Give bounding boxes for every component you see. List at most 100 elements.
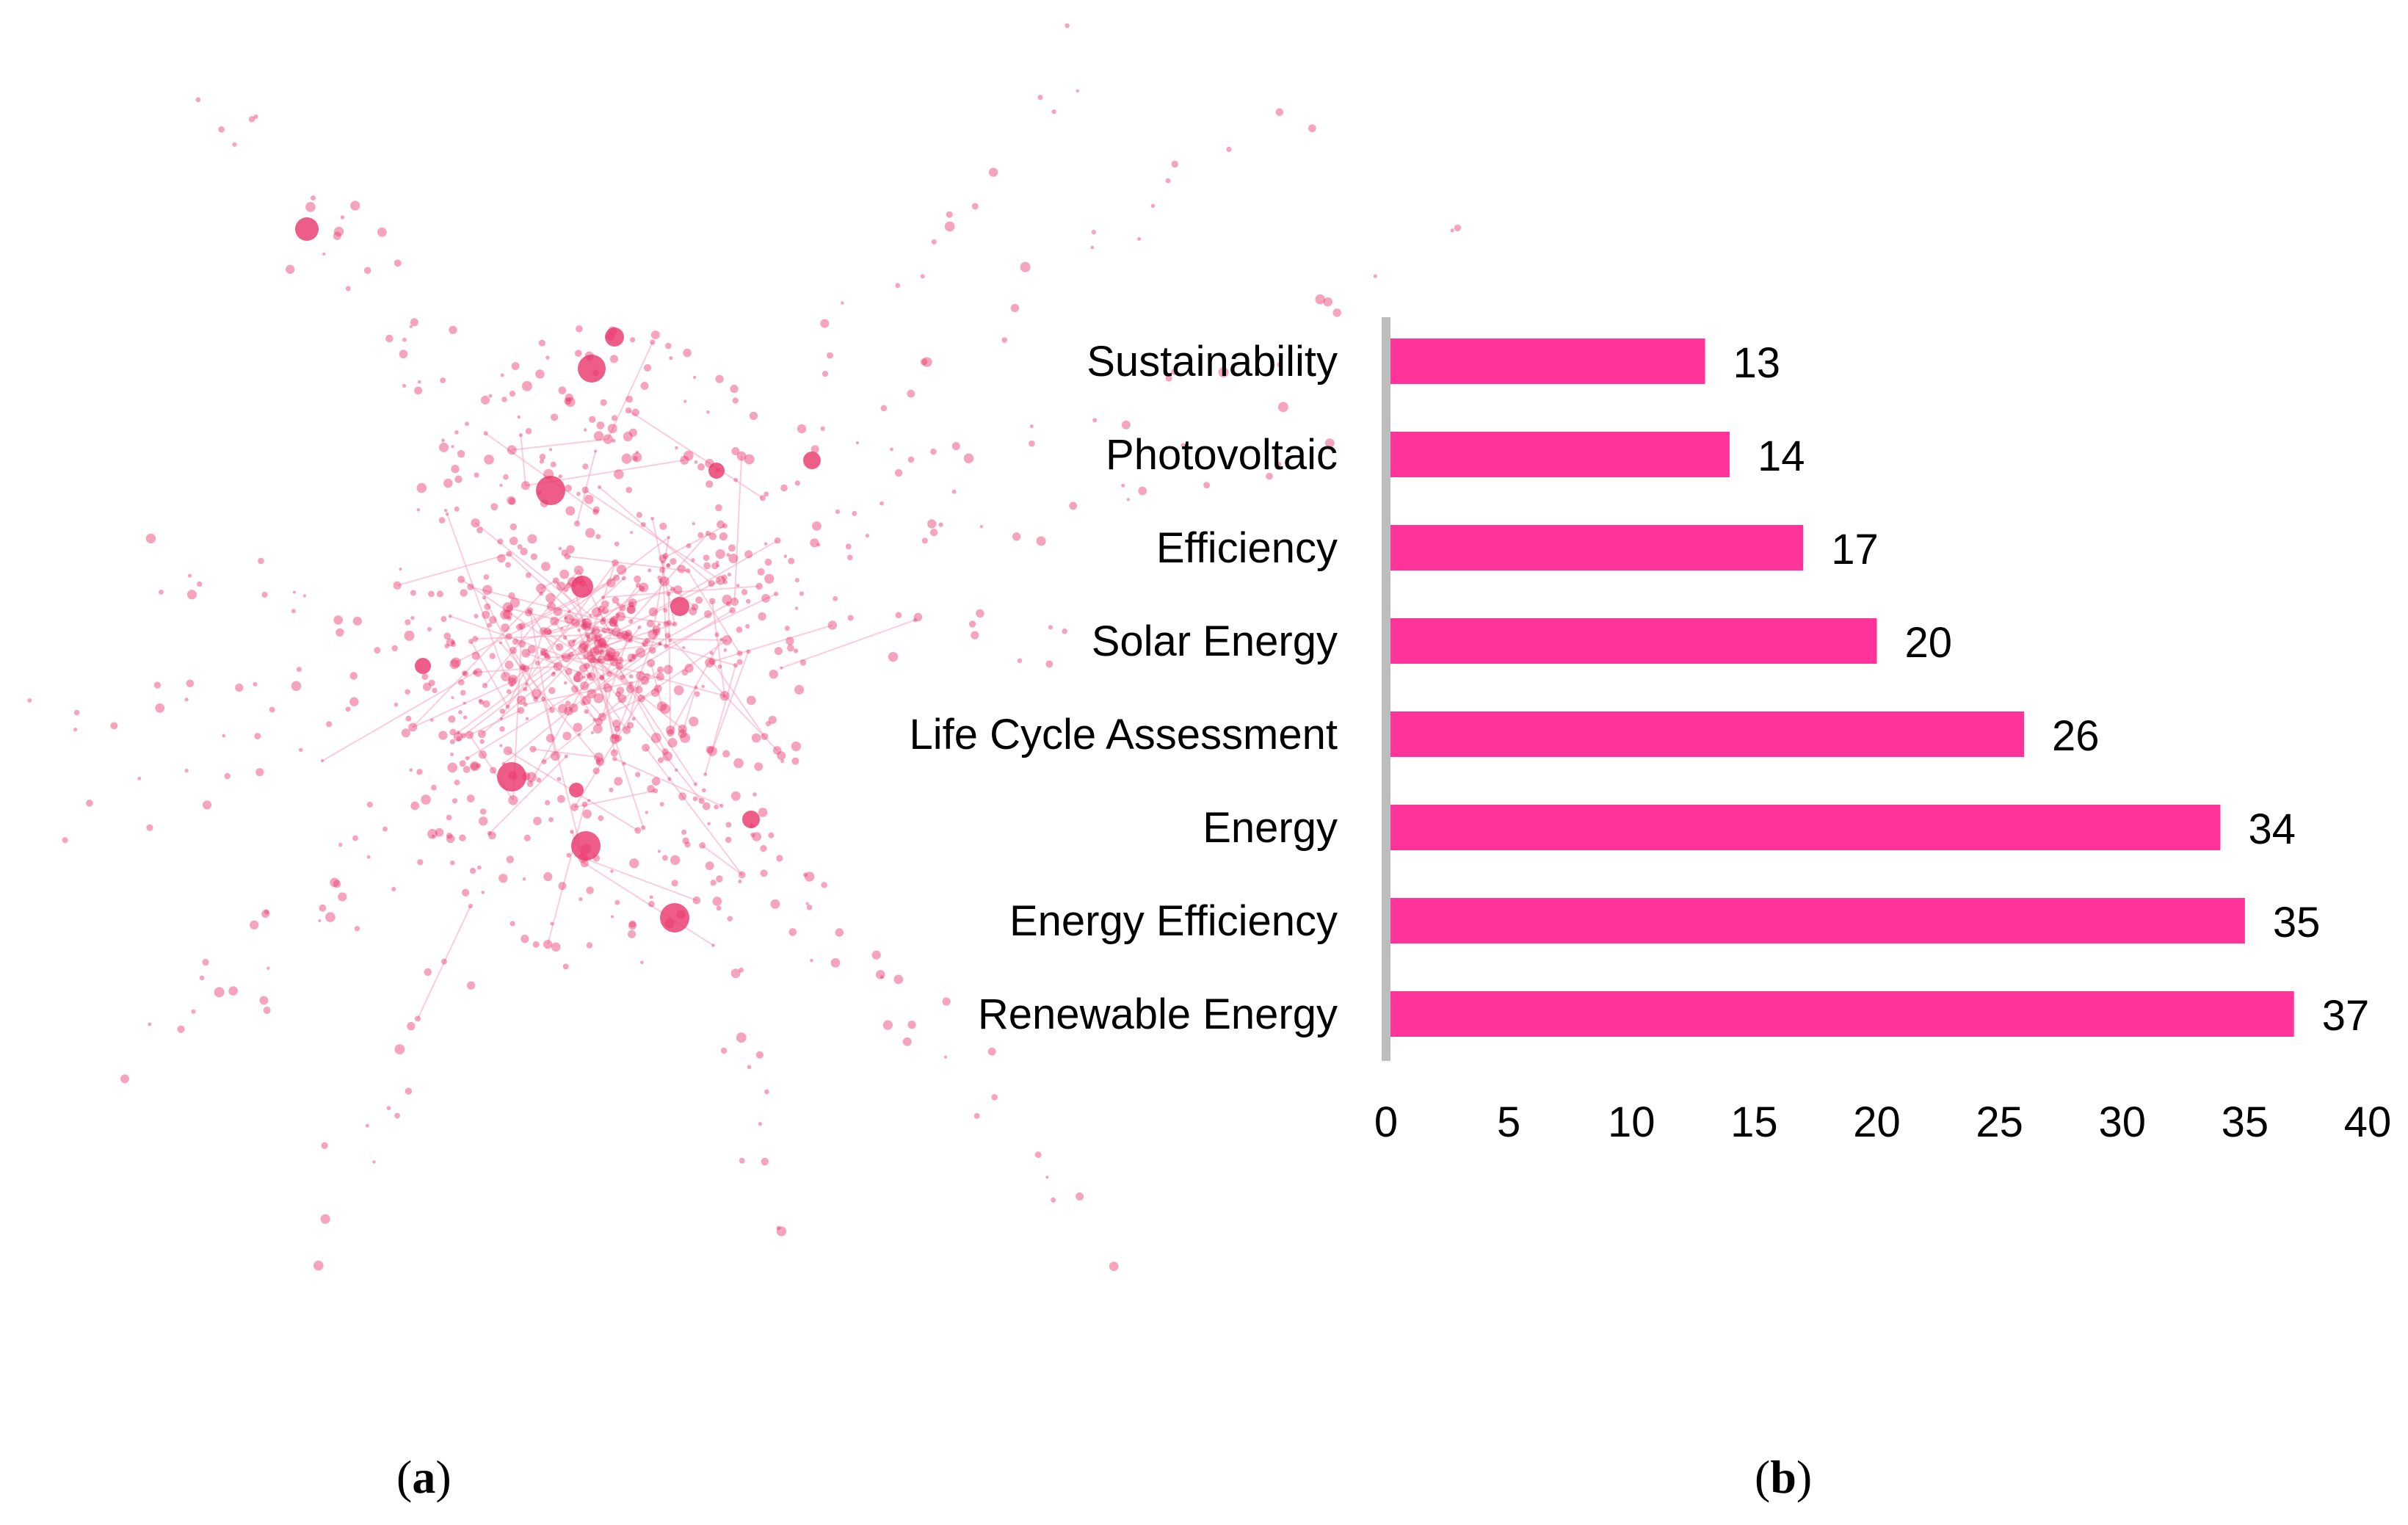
network-edge	[584, 489, 722, 582]
network-node	[640, 381, 649, 390]
network-node	[619, 604, 626, 612]
network-node	[657, 623, 661, 626]
network-node	[628, 638, 633, 643]
network-node	[852, 510, 857, 516]
network-node	[628, 681, 634, 686]
network-node	[598, 605, 605, 613]
network-node	[564, 614, 574, 624]
network-node	[386, 1106, 391, 1111]
network-node	[1029, 440, 1035, 447]
network-node	[402, 337, 407, 342]
network-node	[760, 844, 767, 852]
network-edge	[508, 553, 617, 655]
network-node	[489, 615, 497, 624]
network-node	[820, 426, 825, 431]
network-node	[377, 227, 387, 237]
network-node	[744, 454, 755, 465]
network-node	[846, 554, 853, 560]
network-node	[516, 695, 526, 705]
network-node	[366, 855, 371, 859]
network-edge	[628, 410, 711, 464]
network-node	[463, 671, 469, 677]
network-node	[788, 557, 795, 565]
network-node	[505, 562, 511, 568]
network-node	[184, 698, 189, 702]
network-node	[764, 1089, 769, 1095]
network-node	[747, 695, 756, 706]
network-node	[680, 732, 691, 743]
network-node	[536, 583, 546, 594]
category-label: Life Cycle Assessment	[910, 711, 1338, 758]
network-node	[503, 746, 512, 756]
network-node	[745, 598, 751, 604]
network-node	[692, 796, 698, 802]
network-node	[643, 363, 652, 372]
network-edge	[667, 634, 778, 751]
network-node	[1076, 1192, 1084, 1200]
network-node	[499, 708, 505, 714]
category-label: Efficiency	[1156, 524, 1338, 572]
network-node	[540, 650, 547, 656]
network-node	[566, 545, 575, 554]
network-node	[467, 583, 474, 591]
network-node	[405, 619, 411, 626]
network-node	[421, 673, 429, 681]
network-node	[567, 651, 574, 658]
network-node	[845, 543, 852, 550]
network-node	[137, 776, 142, 780]
network-node	[581, 700, 586, 706]
network-edge	[470, 586, 614, 624]
network-node	[482, 610, 490, 619]
network-node	[667, 777, 672, 781]
network-node	[921, 537, 928, 544]
network-node	[921, 357, 932, 367]
network-node	[476, 763, 482, 769]
network-node	[621, 453, 632, 464]
network-node	[764, 491, 769, 497]
network-node	[261, 591, 268, 598]
network-node	[472, 636, 479, 642]
network-node	[394, 1044, 405, 1055]
network-node	[1010, 303, 1020, 313]
network-node	[454, 475, 463, 483]
network-node	[590, 731, 595, 735]
network-hub-node	[569, 783, 584, 797]
network-edge	[583, 579, 721, 649]
network-node	[501, 623, 509, 632]
network-node	[504, 660, 514, 670]
value-label: 20	[1905, 619, 1953, 667]
network-node	[607, 424, 617, 434]
network-node	[482, 683, 488, 689]
network-node	[543, 939, 553, 949]
network-node	[890, 447, 893, 452]
network-node	[305, 202, 316, 212]
network-node	[451, 657, 461, 668]
network-node	[645, 811, 649, 814]
network-edge	[529, 609, 595, 720]
network-node	[596, 760, 601, 765]
network-node	[1150, 203, 1156, 209]
network-node	[563, 681, 567, 685]
network-node	[558, 386, 567, 395]
network-node	[609, 787, 614, 792]
network-node	[551, 413, 559, 421]
network-node	[711, 562, 719, 570]
network-node	[758, 1122, 763, 1126]
network-node	[692, 375, 697, 380]
network-node	[478, 750, 487, 759]
network-node	[405, 689, 410, 695]
network-node	[199, 975, 205, 981]
network-node	[414, 386, 423, 395]
network-node	[689, 717, 699, 727]
network-node	[1373, 274, 1377, 278]
network-node	[559, 569, 570, 579]
network-node	[712, 896, 722, 906]
network-node	[920, 358, 928, 366]
network-node	[714, 632, 719, 637]
network-node	[794, 684, 805, 695]
network-node	[703, 562, 711, 570]
network-node	[592, 767, 600, 775]
network-node	[599, 649, 605, 656]
network-node	[639, 960, 644, 965]
